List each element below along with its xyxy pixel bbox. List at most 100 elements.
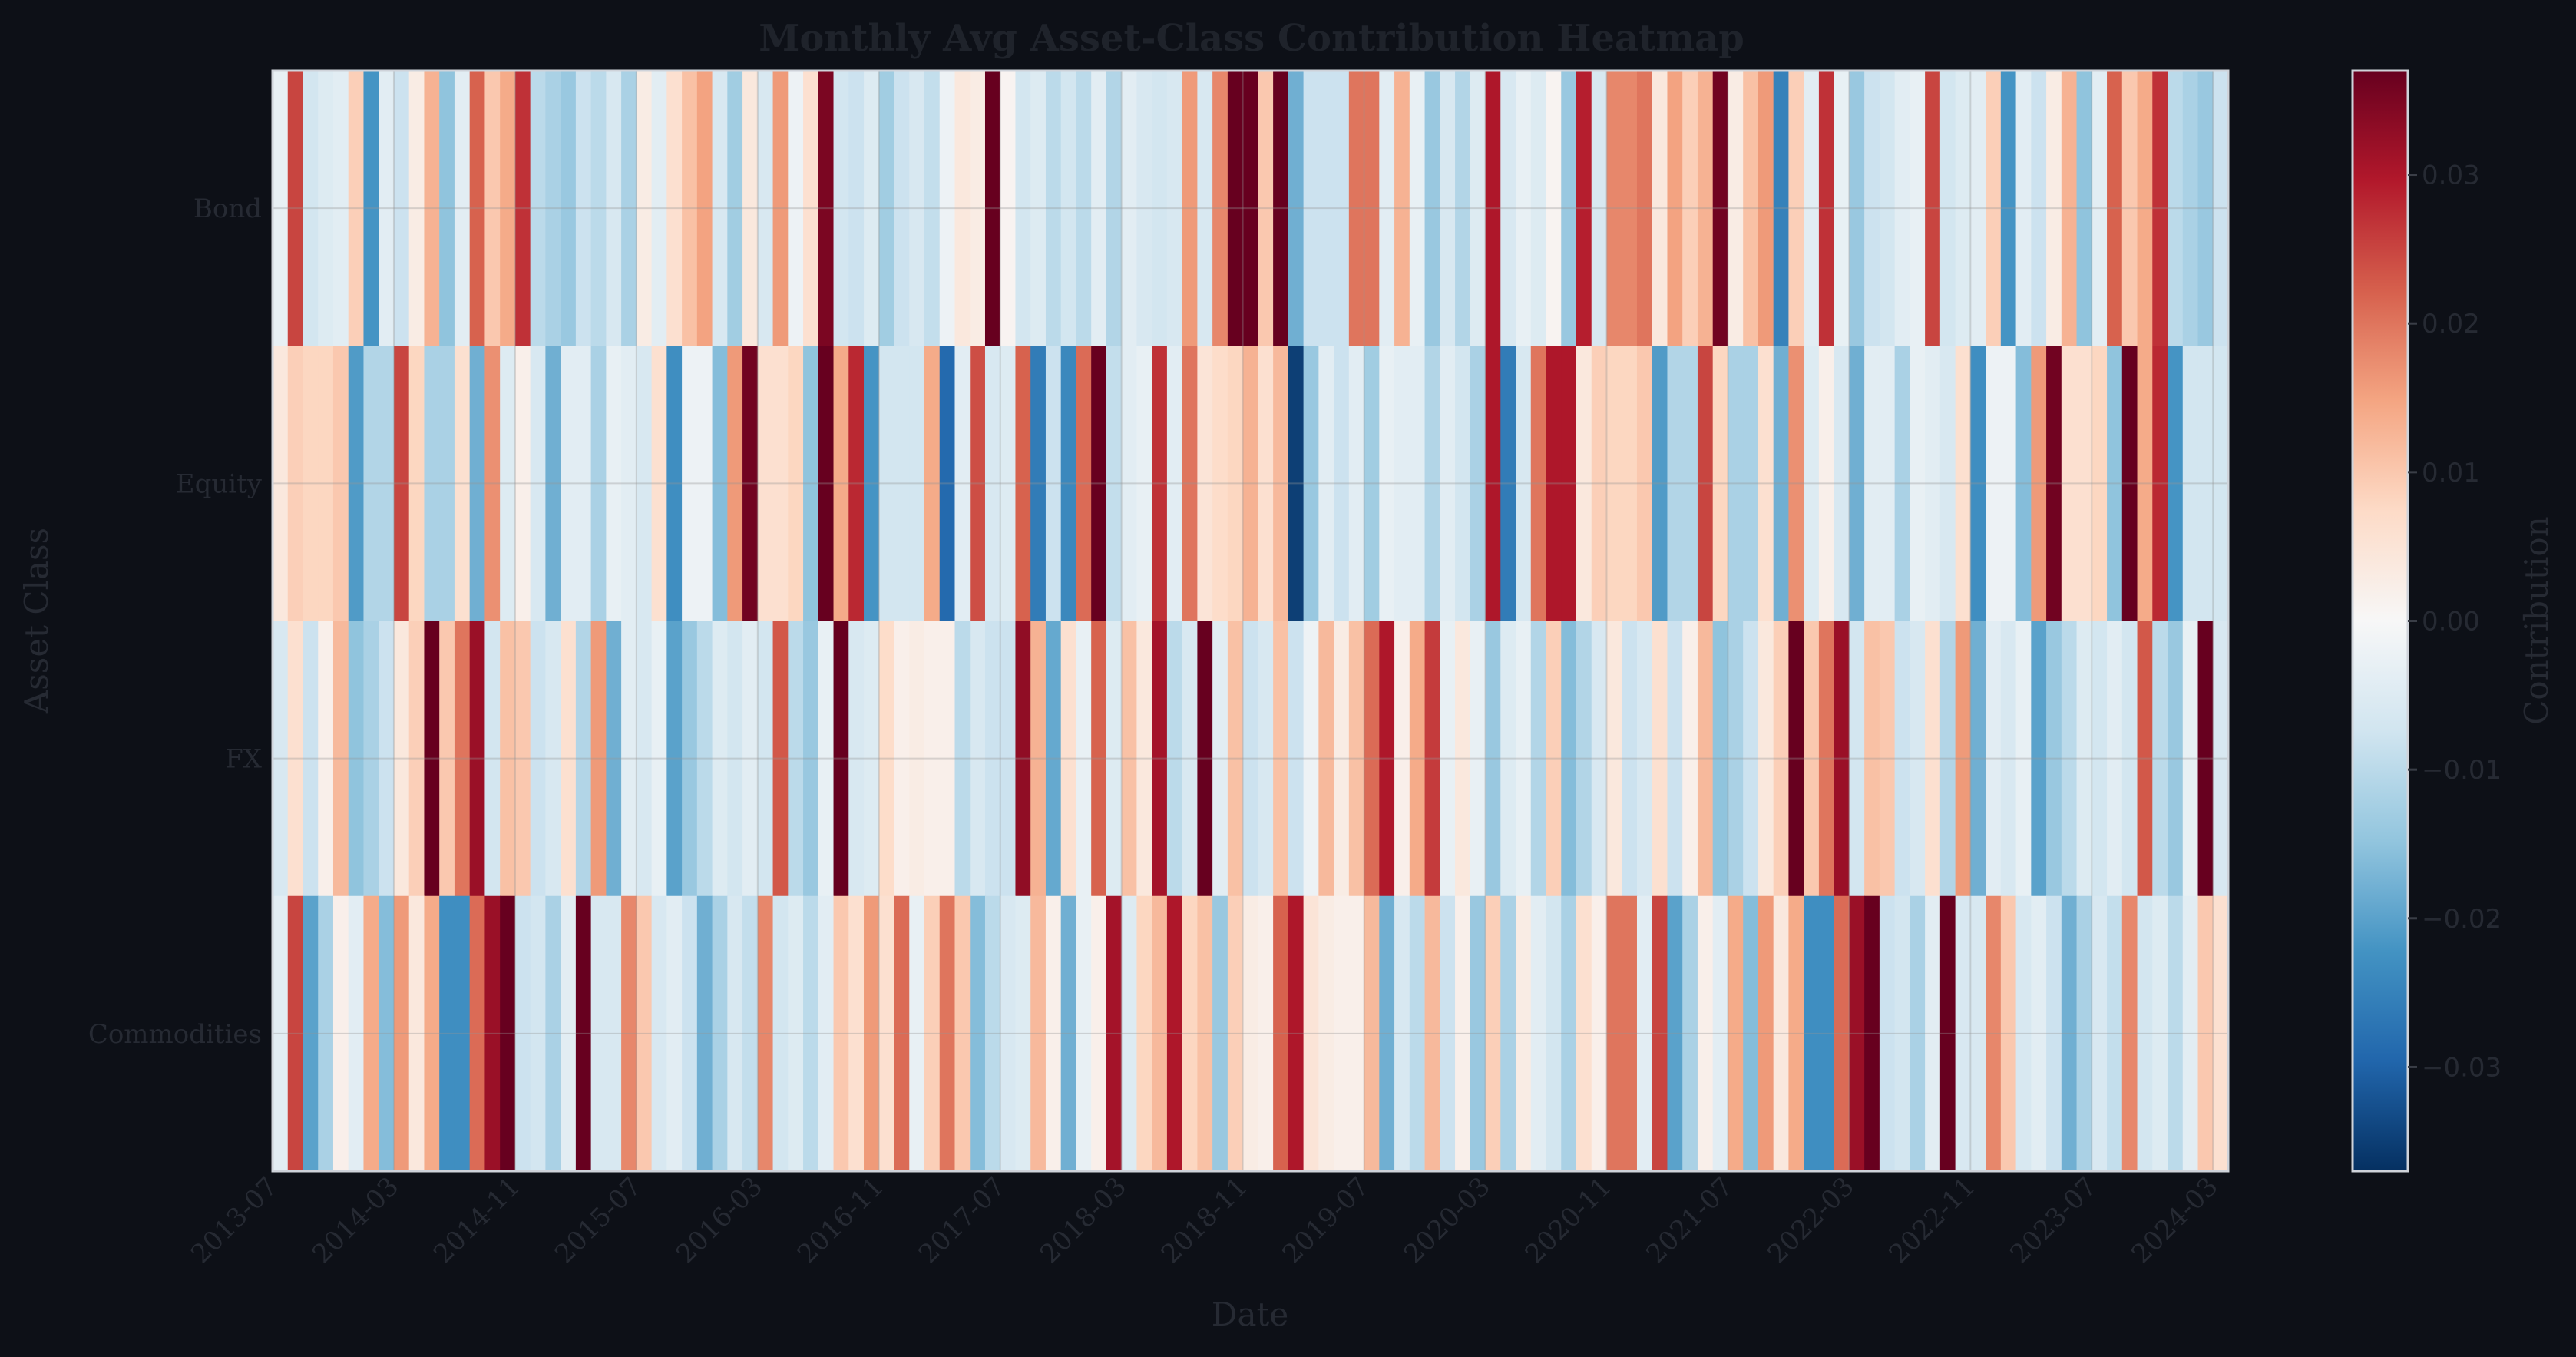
heatmap-cell: [712, 71, 728, 346]
heatmap-cell: [1076, 346, 1092, 621]
gridlines: [272, 71, 2228, 1171]
heatmap-cell: [1364, 621, 1380, 897]
heatmap-cell: [712, 621, 728, 897]
x-tick-label: 2022-03: [1762, 1171, 1860, 1269]
x-tick-label: 2015-07: [549, 1171, 647, 1269]
heatmap-cell: [393, 621, 410, 897]
heatmap-cell: [1152, 621, 1168, 897]
heatmap-cell: [2061, 346, 2078, 621]
heatmap-cell: [393, 895, 410, 1172]
heatmap-cell: [1212, 71, 1228, 346]
heatmap-cell: [273, 71, 289, 346]
colorbar-tick-label: −0.03: [2422, 1052, 2502, 1083]
heatmap-cell: [848, 895, 865, 1172]
heatmap-cell: [1955, 895, 1971, 1172]
heatmap-cell: [636, 895, 653, 1172]
heatmap-cell: [484, 346, 501, 621]
heatmap-cell: [287, 346, 304, 621]
heatmap-cell: [1561, 621, 1577, 897]
heatmap-cell: [408, 621, 425, 897]
heatmap-cell: [2092, 71, 2108, 346]
heatmap-cell: [1136, 895, 1152, 1172]
heatmap-cell: [1182, 346, 1198, 621]
heatmap-cell: [757, 621, 774, 897]
heatmap-cell: [1227, 895, 1244, 1172]
x-tick-label: 2014-03: [306, 1171, 405, 1269]
heatmap-cell: [393, 71, 410, 346]
heatmap-cell: [332, 71, 349, 346]
heatmap-cell: [1728, 621, 1744, 897]
heatmap-cell: [1273, 621, 1289, 897]
heatmap-cell: [1622, 71, 1638, 346]
heatmap-cell: [1788, 621, 1804, 897]
heatmap-cell: [2061, 895, 2078, 1172]
heatmap-cell: [1364, 71, 1380, 346]
heatmap-cell: [1394, 895, 1410, 1172]
heatmap-cell: [1258, 621, 1274, 897]
heatmap-cell: [924, 346, 941, 621]
heatmap-cell: [1348, 621, 1365, 897]
heatmap-cell: [636, 346, 653, 621]
heatmap-cell: [621, 346, 637, 621]
heatmap-cell: [1348, 71, 1365, 346]
colorbar-ticks: 0.03 0.02 0.01 0.00 −0.01 −0.02 −0.03: [2408, 161, 2502, 1083]
heatmap-cell: [2000, 71, 2017, 346]
heatmap-cell: [1925, 346, 1941, 621]
heatmap-cell: [1258, 346, 1274, 621]
heatmap-cell: [1697, 71, 1714, 346]
heatmap-cell: [894, 895, 910, 1172]
heatmap-cell: [1409, 621, 1426, 897]
heatmap-cell: [1606, 71, 1622, 346]
heatmap-cell: [1849, 895, 1865, 1172]
heatmap-cell: [1334, 346, 1350, 621]
heatmap-cell: [439, 621, 455, 897]
heatmap-cell: [864, 346, 880, 621]
heatmap-cell: [1060, 71, 1077, 346]
heatmap-cell: [1864, 895, 1880, 1172]
heatmap-cell: [1576, 621, 1592, 897]
heatmap-cell: [1652, 346, 1668, 621]
heatmap-cell: [408, 71, 425, 346]
heatmap-cell: [318, 346, 334, 621]
heatmap-cell: [666, 621, 683, 897]
heatmap-cell: [924, 895, 941, 1172]
heatmap-cell: [1091, 621, 1107, 897]
heatmap-cell: [1470, 895, 1486, 1172]
heatmap-cell: [788, 346, 804, 621]
heatmap-cell: [878, 895, 895, 1172]
heatmap-cell: [1561, 895, 1577, 1172]
heatmap-cell: [1712, 895, 1729, 1172]
heatmap-cell: [1606, 621, 1622, 897]
heatmap-cell: [1773, 71, 1790, 346]
heatmap-cell: [1318, 346, 1334, 621]
heatmap-cell: [1106, 346, 1123, 621]
heatmap-cell: [2031, 346, 2047, 621]
heatmap-cell: [530, 346, 546, 621]
heatmap-cell: [939, 346, 956, 621]
heatmap-cell: [545, 71, 561, 346]
heatmap-cell: [484, 71, 501, 346]
heatmap-cell: [1182, 621, 1198, 897]
heatmap-cell: [636, 71, 653, 346]
heatmap-cell: [408, 895, 425, 1172]
heatmap-cell: [1546, 621, 1562, 897]
heatmap-cell: [2152, 346, 2168, 621]
heatmap-cell: [1606, 346, 1622, 621]
colorbar-tick-label: −0.02: [2422, 904, 2502, 935]
heatmap-cell: [1273, 71, 1289, 346]
heatmap-cell: [712, 346, 728, 621]
heatmap-cell: [1788, 346, 1804, 621]
heatmap-cell: [1045, 621, 1062, 897]
heatmap-cell: [1242, 71, 1258, 346]
heatmap-cell: [2182, 346, 2199, 621]
heatmap-cell: [1500, 71, 1516, 346]
y-axis-label: Asset Class: [18, 528, 55, 714]
heatmap-cell: [1470, 346, 1486, 621]
x-tick-label: 2016-11: [792, 1171, 890, 1269]
heatmap-cell: [1136, 621, 1152, 897]
heatmap-cell: [1743, 621, 1759, 897]
heatmap-cell: [1455, 895, 1471, 1172]
heatmap-cell: [894, 621, 910, 897]
heatmap-cell: [1227, 621, 1244, 897]
heatmap-cell: [2121, 71, 2138, 346]
